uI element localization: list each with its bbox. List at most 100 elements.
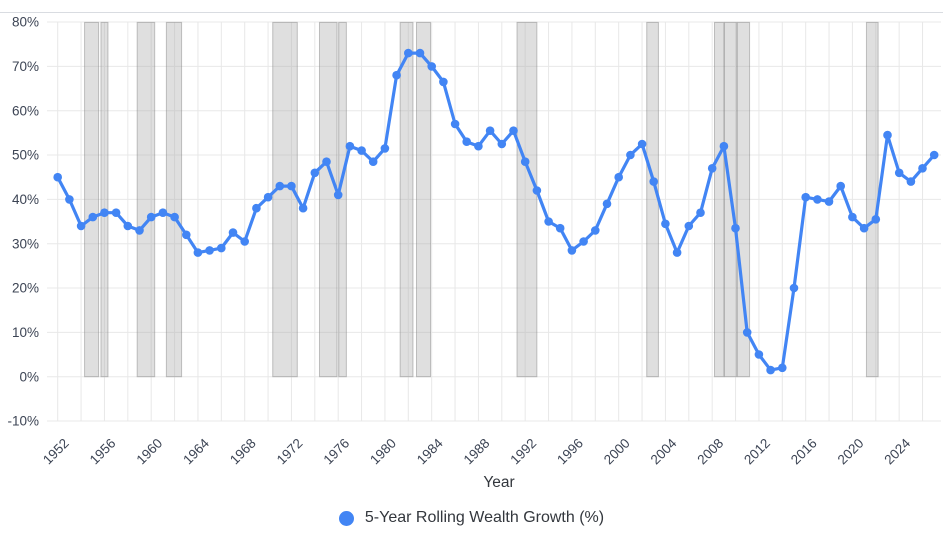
data-point[interactable]: [357, 146, 366, 155]
legend-series-label: 5-Year Rolling Wealth Growth (%): [364, 509, 605, 526]
data-point[interactable]: [462, 137, 472, 146]
data-point[interactable]: [848, 212, 857, 222]
data-point[interactable]: [240, 237, 249, 246]
data-point[interactable]: [894, 168, 904, 178]
data-point[interactable]: [310, 168, 320, 178]
y-tick-label: -10%: [7, 414, 39, 429]
recession-band: [736, 21, 751, 378]
x-tick-label: 2000: [601, 436, 633, 468]
data-point[interactable]: [368, 157, 378, 166]
data-point[interactable]: [123, 221, 133, 231]
data-point[interactable]: [520, 157, 530, 166]
data-point[interactable]: [672, 248, 682, 257]
data-point[interactable]: [170, 212, 179, 222]
data-point[interactable]: [474, 141, 483, 151]
x-tick-label: 2016: [788, 436, 820, 468]
data-point[interactable]: [684, 221, 694, 231]
data-point[interactable]: [883, 130, 892, 140]
data-point[interactable]: [485, 126, 495, 135]
data-point[interactable]: [567, 246, 577, 255]
data-point[interactable]: [789, 283, 799, 293]
data-point[interactable]: [918, 164, 927, 173]
data-point[interactable]: [135, 226, 144, 235]
data-point[interactable]: [65, 195, 74, 204]
data-point[interactable]: [707, 164, 717, 173]
data-point[interactable]: [859, 223, 869, 233]
x-tick-label: 2008: [694, 436, 726, 468]
data-point[interactable]: [813, 195, 822, 204]
x-tick-label: 1980: [367, 436, 399, 468]
recession-band: [100, 21, 109, 378]
recession-band: [646, 21, 659, 378]
data-point[interactable]: [217, 243, 226, 253]
data-point[interactable]: [509, 126, 518, 135]
data-point[interactable]: [252, 203, 261, 213]
data-point[interactable]: [754, 350, 764, 359]
data-point[interactable]: [53, 172, 62, 182]
recession-band: [865, 21, 879, 378]
data-point[interactable]: [205, 246, 214, 255]
data-point[interactable]: [228, 228, 238, 237]
data-point[interactable]: [275, 181, 285, 191]
x-tick-label: 1952: [40, 436, 72, 468]
data-point[interactable]: [427, 62, 437, 71]
data-point[interactable]: [392, 70, 401, 80]
legend: 5-Year Rolling Wealth Growth (%): [0, 509, 943, 527]
data-point[interactable]: [193, 248, 203, 257]
data-point[interactable]: [871, 215, 881, 224]
x-tick-label: 1968: [227, 436, 259, 468]
data-point[interactable]: [801, 192, 810, 202]
data-point[interactable]: [333, 190, 343, 200]
recession-band: [338, 21, 347, 378]
data-point[interactable]: [742, 328, 752, 337]
data-point[interactable]: [532, 186, 542, 195]
wealth-growth-line-chart: 80%70%60%50%40%30%20%10%0%-10% 1952 1956 1…: [7, 15, 941, 491]
data-point[interactable]: [287, 181, 296, 191]
data-point[interactable]: [778, 363, 787, 373]
data-point[interactable]: [88, 212, 98, 222]
data-point[interactable]: [614, 172, 623, 182]
data-point[interactable]: [345, 141, 355, 151]
data-point[interactable]: [298, 203, 308, 213]
data-point[interactable]: [929, 150, 939, 160]
x-axis-labels: 1952 1956 1960 1964 1968 1972 1976 1980 1984 1988…: [40, 435, 914, 467]
data-point[interactable]: [591, 226, 600, 235]
data-point[interactable]: [836, 181, 845, 191]
x-tick-label: 2012: [741, 436, 773, 468]
data-point[interactable]: [100, 208, 109, 217]
legend-item[interactable]: 5-Year Rolling Wealth Growth (%): [338, 509, 605, 527]
data-point[interactable]: [555, 223, 565, 233]
y-tick-label: 30%: [12, 236, 39, 251]
data-point[interactable]: [404, 48, 413, 58]
data-point[interactable]: [182, 230, 191, 240]
data-point[interactable]: [544, 217, 553, 226]
data-point[interactable]: [696, 208, 705, 217]
page-top-divider: [0, 12, 943, 13]
x-tick-label: 1984: [414, 435, 446, 467]
data-point[interactable]: [322, 157, 331, 166]
data-point[interactable]: [637, 139, 647, 149]
data-point[interactable]: [76, 221, 86, 231]
data-point[interactable]: [497, 139, 507, 149]
data-point[interactable]: [719, 141, 729, 151]
data-point[interactable]: [380, 144, 390, 153]
data-point[interactable]: [766, 365, 775, 375]
legend-series-marker-icon: [338, 510, 354, 526]
data-point[interactable]: [626, 150, 635, 160]
data-point[interactable]: [579, 237, 588, 246]
data-point[interactable]: [146, 212, 156, 222]
y-tick-label: 10%: [12, 325, 39, 340]
data-point[interactable]: [439, 77, 448, 87]
data-point[interactable]: [824, 197, 834, 206]
data-point[interactable]: [661, 219, 670, 229]
data-point[interactable]: [263, 192, 273, 202]
data-point[interactable]: [906, 177, 916, 186]
data-point[interactable]: [450, 119, 460, 129]
data-point[interactable]: [415, 48, 425, 58]
recession-band: [84, 21, 100, 378]
data-point[interactable]: [158, 208, 168, 217]
data-point[interactable]: [111, 208, 121, 217]
data-point[interactable]: [731, 223, 740, 233]
data-point[interactable]: [649, 177, 658, 186]
data-point[interactable]: [602, 199, 612, 209]
